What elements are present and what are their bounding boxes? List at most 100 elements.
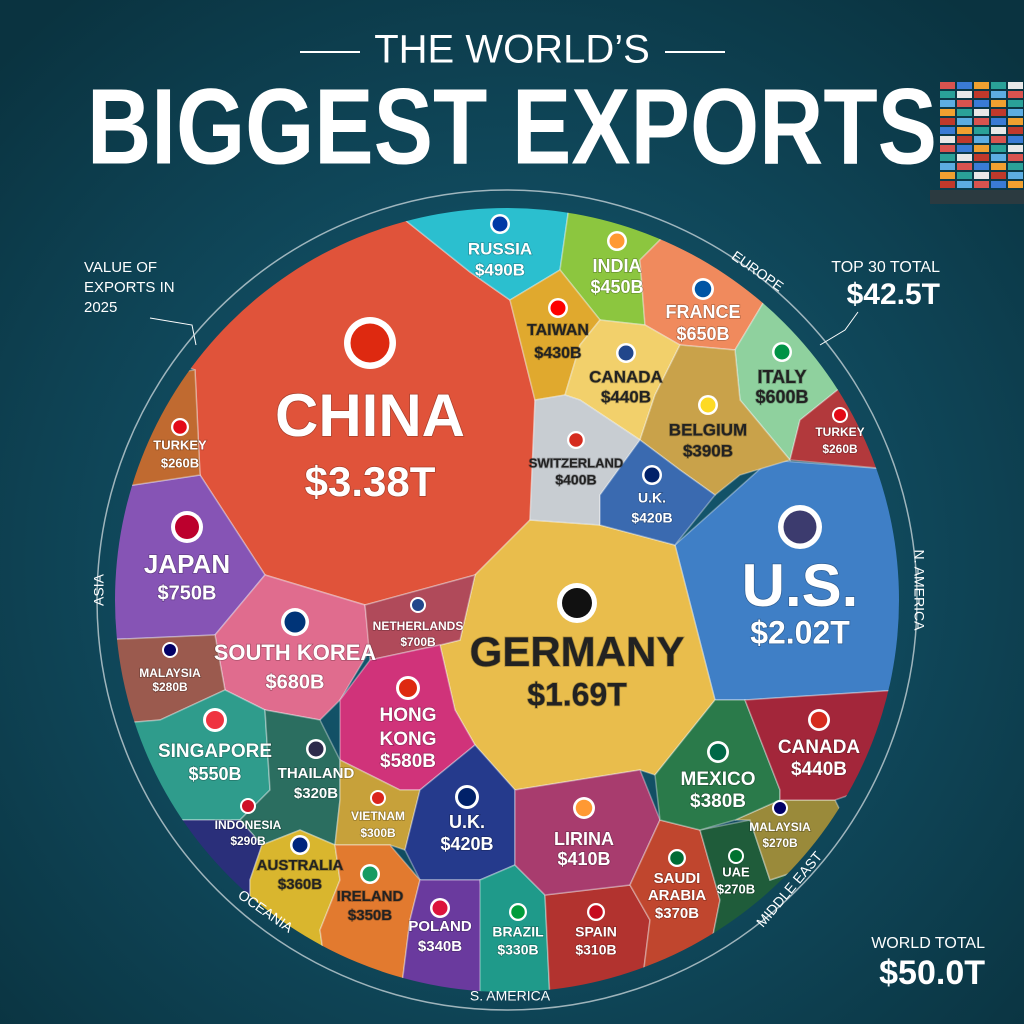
container — [957, 154, 972, 161]
export-value: $430B — [534, 345, 581, 362]
flag-mark — [206, 711, 224, 729]
container — [1008, 100, 1023, 107]
flag-mark — [569, 433, 583, 447]
container — [940, 163, 955, 170]
export-value: $680B — [266, 671, 325, 693]
container — [974, 118, 989, 125]
country-name: KONG — [380, 729, 437, 750]
container — [991, 154, 1006, 161]
container — [940, 154, 955, 161]
container — [957, 181, 972, 188]
flag-mark — [399, 679, 417, 697]
container — [940, 145, 955, 152]
container — [957, 145, 972, 152]
flag-mark — [709, 743, 727, 761]
flag-mark — [609, 233, 625, 249]
container — [974, 172, 989, 179]
container — [974, 82, 989, 89]
country-name: CANADA — [589, 367, 663, 386]
container — [991, 181, 1006, 188]
country-name: UAE — [722, 864, 750, 879]
kicker: THE WORLD’S — [374, 28, 650, 72]
flag-mark — [550, 300, 566, 316]
country-name: BELGIUM — [669, 420, 747, 439]
country-name: SAUDI — [654, 870, 701, 887]
region-label: ASIA — [91, 573, 107, 606]
country-name: MALAYSIA — [749, 820, 811, 834]
flag-mark — [292, 837, 308, 853]
export-value: $1.69T — [527, 676, 627, 712]
container — [940, 181, 955, 188]
export-value: $390B — [683, 441, 733, 460]
cell — [599, 438, 717, 546]
container — [1008, 118, 1023, 125]
container — [940, 127, 955, 134]
container — [940, 91, 955, 98]
container — [974, 136, 989, 143]
flag-mark — [458, 788, 476, 806]
hull — [930, 190, 1024, 204]
flag-mark — [589, 905, 603, 919]
export-value: $360B — [278, 876, 322, 893]
country-name: CANADA — [778, 737, 861, 758]
export-value: $580B — [380, 751, 436, 772]
export-value: $330B — [497, 942, 538, 958]
labels: CHINA $3.38T U.S.$2.02T GERMANY$1.69T JAPAN $… — [91, 214, 927, 1004]
container — [940, 109, 955, 116]
container — [940, 82, 955, 89]
country-name: SWITZERLAND — [529, 455, 624, 470]
container — [974, 154, 989, 161]
export-value: $550B — [188, 764, 241, 784]
export-value: $320B — [294, 785, 338, 802]
country-name: SOUTH KOREA — [214, 640, 377, 665]
flag-mark — [492, 216, 508, 232]
container — [957, 100, 972, 107]
export-value: $440B — [791, 759, 847, 780]
country-name: SINGAPORE — [158, 741, 272, 762]
container — [1008, 145, 1023, 152]
container — [957, 91, 972, 98]
export-value: $410B — [557, 849, 610, 869]
country-name: LIRINA — [554, 829, 614, 849]
export-value: $650B — [676, 324, 729, 344]
export-value: $300B — [360, 826, 396, 840]
export-value: $270B — [762, 836, 798, 850]
flag-mark — [350, 323, 390, 363]
container — [1008, 136, 1023, 143]
country-name: MEXICO — [681, 769, 756, 790]
container — [991, 109, 1006, 116]
export-value: $400B — [555, 472, 596, 488]
container — [957, 82, 972, 89]
export-value: $420B — [440, 834, 493, 854]
flag-mark — [810, 711, 828, 729]
country-name: FRANCE — [666, 302, 741, 322]
flag-mark — [730, 850, 742, 862]
note: VALUE OF — [84, 259, 157, 276]
container — [940, 172, 955, 179]
country-name: IRELAND — [337, 888, 404, 905]
export-value: $290B — [230, 834, 266, 848]
export-value: $750B — [158, 582, 217, 604]
flag-mark — [242, 800, 254, 812]
title: BIGGEST EXPORTS — [87, 66, 937, 187]
export-value: $700B — [400, 635, 436, 649]
container — [1008, 154, 1023, 161]
container — [991, 91, 1006, 98]
container — [940, 100, 955, 107]
flag-mark — [372, 792, 384, 804]
export-value: $600B — [755, 387, 808, 407]
container — [957, 172, 972, 179]
export-value: $420B — [631, 510, 672, 526]
container — [974, 181, 989, 188]
country-name: INDIA — [593, 256, 642, 276]
container — [957, 163, 972, 170]
country-name: AUSTRALIA — [257, 857, 344, 874]
export-value: $3.38T — [305, 458, 436, 505]
country-name: RUSSIA — [468, 239, 532, 258]
country-name: CHINA — [275, 382, 465, 449]
top-total-value: $42.5T — [847, 278, 940, 311]
world-total-value: $50.0T — [879, 954, 985, 992]
container — [1008, 172, 1023, 179]
world-total-label: WORLD TOTAL — [871, 935, 985, 952]
export-value: $450B — [590, 277, 643, 297]
